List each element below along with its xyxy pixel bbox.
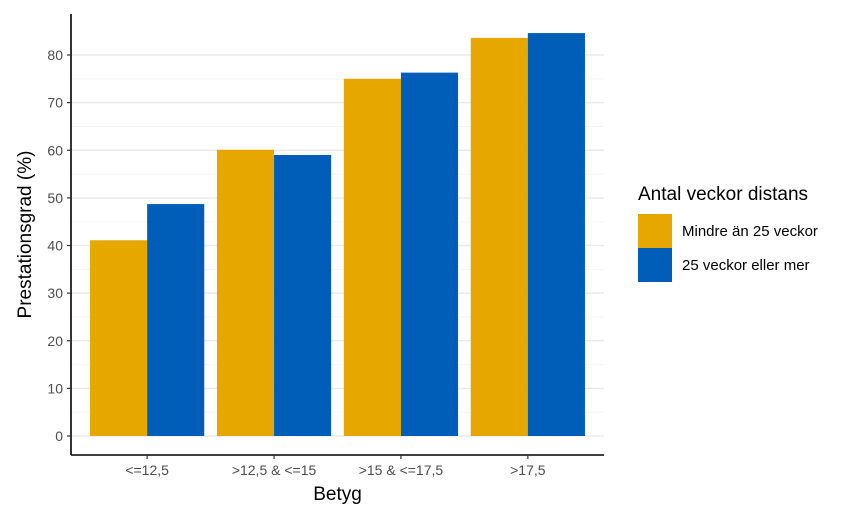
y-tick-label: 10 <box>47 380 63 396</box>
legend-key-series-2 <box>638 248 672 282</box>
y-tick-label: 50 <box>47 190 63 206</box>
bar-2-2 <box>274 155 332 436</box>
y-tick-label: 40 <box>47 238 63 254</box>
bar-1-2 <box>216 149 275 436</box>
y-axis-title: Prestationsgrad (%) <box>15 151 36 319</box>
bar-1-4 <box>470 37 528 436</box>
bars <box>90 33 585 436</box>
x-tick-label: >12,5 & <=15 <box>232 462 317 478</box>
bar-1-3 <box>343 78 401 436</box>
legend-label-series-1: Mindre än 25 veckor <box>682 223 818 240</box>
y-tick-label: 20 <box>47 333 63 349</box>
y-tick-label: 80 <box>47 47 63 63</box>
legend-title: Antal veckor distans <box>638 184 808 205</box>
y-ticks: 0 10 20 30 40 50 60 70 80 <box>47 47 71 444</box>
y-tick-label: 60 <box>47 142 63 158</box>
x-tick-label: <=12,5 <box>125 462 169 478</box>
y-tick-label: 0 <box>55 428 63 444</box>
axes <box>70 14 604 456</box>
y-tick-label: 70 <box>47 95 63 111</box>
bar-2-3 <box>400 72 459 436</box>
x-tick-label: >15 & <=17,5 <box>359 462 444 478</box>
legend-label-series-2: 25 veckor eller mer <box>682 257 810 274</box>
x-tick-label: >17,5 <box>510 462 546 478</box>
x-ticks: <=12,5 >12,5 & <=15 >15 & <=17,5 >17,5 <box>125 455 546 478</box>
x-axis-title: Betyg <box>313 484 362 505</box>
legend-key-series-1 <box>638 214 672 248</box>
legend: Antal veckor distans Mindre än 25 veckor… <box>638 184 818 282</box>
bar-2-1 <box>147 204 205 436</box>
y-tick-label: 30 <box>47 285 63 301</box>
bar-2-4 <box>527 33 585 436</box>
bar-1-1 <box>90 240 148 436</box>
